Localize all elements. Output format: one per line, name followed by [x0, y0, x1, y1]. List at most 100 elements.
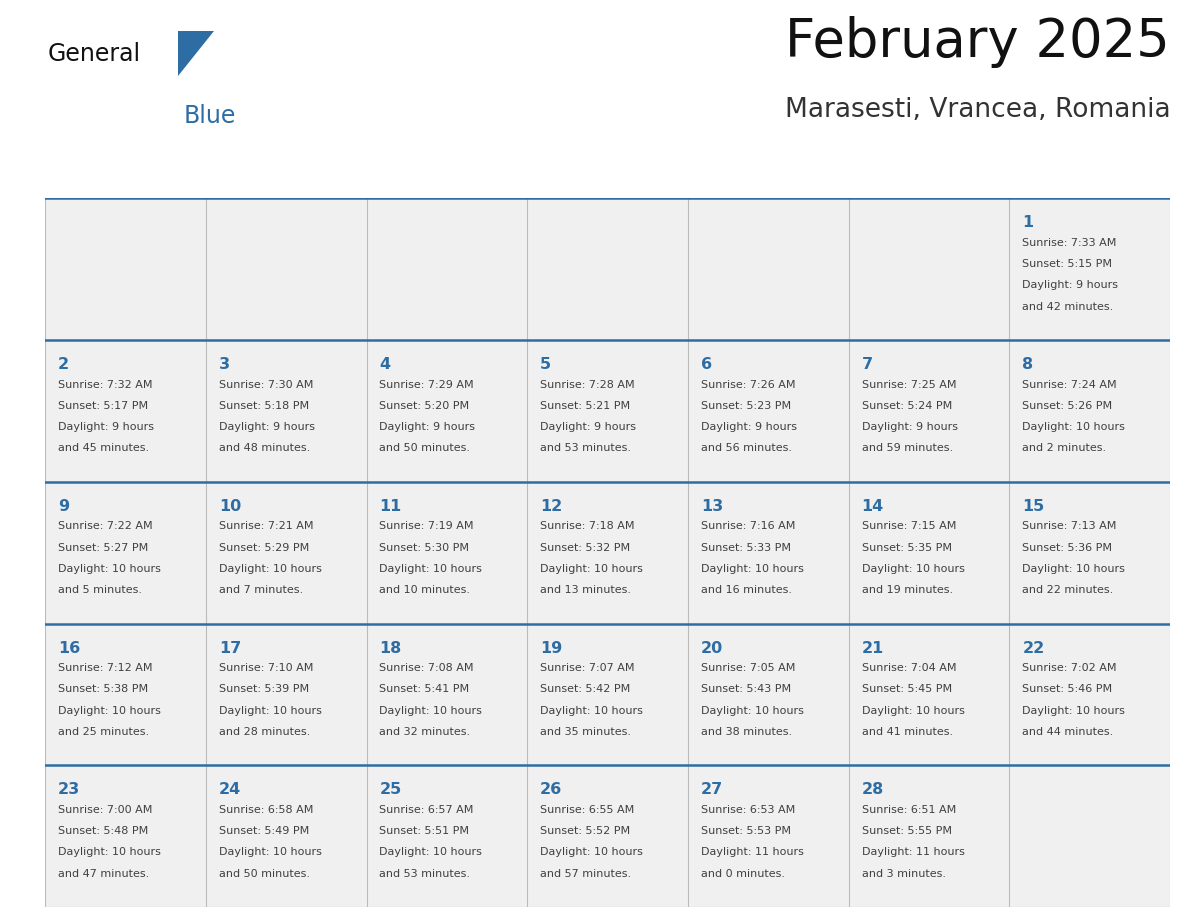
Text: and 53 minutes.: and 53 minutes. — [379, 868, 470, 879]
Text: Sunrise: 7:00 AM: Sunrise: 7:00 AM — [58, 805, 152, 815]
Bar — [367, 766, 527, 907]
Bar — [206, 766, 367, 907]
Bar — [206, 623, 367, 766]
Text: Sunrise: 7:10 AM: Sunrise: 7:10 AM — [219, 663, 314, 673]
Text: 20: 20 — [701, 641, 723, 655]
Bar — [527, 198, 688, 340]
Text: Sunrise: 7:19 AM: Sunrise: 7:19 AM — [379, 521, 474, 532]
Text: Sunset: 5:38 PM: Sunset: 5:38 PM — [58, 685, 148, 694]
Bar — [527, 340, 688, 482]
Text: 9: 9 — [58, 498, 69, 514]
Bar — [367, 198, 527, 340]
Text: and 42 minutes.: and 42 minutes. — [1023, 302, 1113, 312]
Text: and 41 minutes.: and 41 minutes. — [861, 727, 953, 737]
Text: Daylight: 10 hours: Daylight: 10 hours — [219, 564, 322, 574]
Bar — [1010, 340, 1170, 482]
Text: Daylight: 10 hours: Daylight: 10 hours — [58, 847, 160, 857]
Text: Sunrise: 7:21 AM: Sunrise: 7:21 AM — [219, 521, 314, 532]
Text: Sunrise: 7:13 AM: Sunrise: 7:13 AM — [1023, 521, 1117, 532]
Text: Sunset: 5:36 PM: Sunset: 5:36 PM — [1023, 543, 1112, 553]
Text: Sunrise: 6:53 AM: Sunrise: 6:53 AM — [701, 805, 795, 815]
Text: Blue: Blue — [183, 105, 236, 129]
Text: Daylight: 10 hours: Daylight: 10 hours — [58, 564, 160, 574]
Text: Sunset: 5:45 PM: Sunset: 5:45 PM — [861, 685, 952, 694]
Text: and 45 minutes.: and 45 minutes. — [58, 443, 150, 453]
Text: and 19 minutes.: and 19 minutes. — [861, 586, 953, 595]
Text: Sunrise: 7:04 AM: Sunrise: 7:04 AM — [861, 663, 956, 673]
Text: Sunrise: 7:26 AM: Sunrise: 7:26 AM — [701, 380, 796, 390]
Text: and 44 minutes.: and 44 minutes. — [1023, 727, 1113, 737]
Text: Sunset: 5:30 PM: Sunset: 5:30 PM — [379, 543, 469, 553]
Text: Sunrise: 7:22 AM: Sunrise: 7:22 AM — [58, 521, 152, 532]
Bar — [688, 766, 848, 907]
Text: Sunset: 5:43 PM: Sunset: 5:43 PM — [701, 685, 791, 694]
Bar — [45, 482, 206, 623]
Bar — [45, 340, 206, 482]
Text: 11: 11 — [379, 498, 402, 514]
Text: Sunrise: 7:33 AM: Sunrise: 7:33 AM — [1023, 238, 1117, 248]
Text: Daylight: 10 hours: Daylight: 10 hours — [219, 706, 322, 716]
Text: General: General — [48, 42, 140, 66]
Text: Sunrise: 7:25 AM: Sunrise: 7:25 AM — [861, 380, 956, 390]
Bar — [688, 623, 848, 766]
Text: 26: 26 — [541, 782, 562, 797]
Text: Sunset: 5:51 PM: Sunset: 5:51 PM — [379, 826, 469, 836]
Bar — [45, 766, 206, 907]
Bar — [848, 482, 1010, 623]
Text: and 53 minutes.: and 53 minutes. — [541, 443, 631, 453]
Text: and 32 minutes.: and 32 minutes. — [379, 727, 470, 737]
Text: Daylight: 10 hours: Daylight: 10 hours — [701, 564, 804, 574]
Text: Daylight: 10 hours: Daylight: 10 hours — [1023, 706, 1125, 716]
Text: Daylight: 10 hours: Daylight: 10 hours — [701, 706, 804, 716]
Text: 3: 3 — [219, 357, 229, 372]
Bar — [848, 340, 1010, 482]
Bar — [1010, 198, 1170, 340]
Text: and 47 minutes.: and 47 minutes. — [58, 868, 150, 879]
Text: Sunrise: 7:05 AM: Sunrise: 7:05 AM — [701, 663, 795, 673]
Bar — [848, 766, 1010, 907]
Text: Sunset: 5:35 PM: Sunset: 5:35 PM — [861, 543, 952, 553]
Text: and 59 minutes.: and 59 minutes. — [861, 443, 953, 453]
Text: 28: 28 — [861, 782, 884, 797]
Text: Sunset: 5:52 PM: Sunset: 5:52 PM — [541, 826, 631, 836]
Text: 17: 17 — [219, 641, 241, 655]
Text: 15: 15 — [1023, 498, 1044, 514]
Text: Daylight: 10 hours: Daylight: 10 hours — [861, 564, 965, 574]
Text: Sunset: 5:29 PM: Sunset: 5:29 PM — [219, 543, 309, 553]
Text: 24: 24 — [219, 782, 241, 797]
Text: and 0 minutes.: and 0 minutes. — [701, 868, 785, 879]
Text: Daylight: 10 hours: Daylight: 10 hours — [861, 706, 965, 716]
Text: and 7 minutes.: and 7 minutes. — [219, 586, 303, 595]
Text: Sunset: 5:53 PM: Sunset: 5:53 PM — [701, 826, 791, 836]
Text: Daylight: 10 hours: Daylight: 10 hours — [541, 564, 643, 574]
Text: Daylight: 10 hours: Daylight: 10 hours — [541, 706, 643, 716]
Text: Sunset: 5:21 PM: Sunset: 5:21 PM — [541, 401, 631, 411]
Bar — [848, 623, 1010, 766]
Text: and 56 minutes.: and 56 minutes. — [701, 443, 792, 453]
Text: Sunset: 5:42 PM: Sunset: 5:42 PM — [541, 685, 631, 694]
Text: Sunset: 5:41 PM: Sunset: 5:41 PM — [379, 685, 469, 694]
Text: Sunset: 5:32 PM: Sunset: 5:32 PM — [541, 543, 631, 553]
Text: Sunrise: 7:32 AM: Sunrise: 7:32 AM — [58, 380, 152, 390]
Text: 12: 12 — [541, 498, 562, 514]
Text: Sunset: 5:27 PM: Sunset: 5:27 PM — [58, 543, 148, 553]
Text: 16: 16 — [58, 641, 81, 655]
Text: Sunday: Sunday — [59, 170, 129, 188]
Bar — [367, 340, 527, 482]
Bar — [527, 623, 688, 766]
Text: Daylight: 10 hours: Daylight: 10 hours — [1023, 422, 1125, 432]
Text: Marasesti, Vrancea, Romania: Marasesti, Vrancea, Romania — [784, 97, 1170, 123]
Bar — [527, 766, 688, 907]
Text: Daylight: 9 hours: Daylight: 9 hours — [1023, 281, 1118, 290]
Bar — [1010, 623, 1170, 766]
Text: Sunrise: 7:29 AM: Sunrise: 7:29 AM — [379, 380, 474, 390]
Text: Sunset: 5:55 PM: Sunset: 5:55 PM — [861, 826, 952, 836]
Text: Saturday: Saturday — [1024, 170, 1108, 188]
Bar — [206, 482, 367, 623]
Text: Daylight: 10 hours: Daylight: 10 hours — [379, 847, 482, 857]
Text: Sunrise: 7:30 AM: Sunrise: 7:30 AM — [219, 380, 314, 390]
Bar — [1010, 766, 1170, 907]
Text: February 2025: February 2025 — [785, 16, 1170, 68]
Text: and 3 minutes.: and 3 minutes. — [861, 868, 946, 879]
Text: 10: 10 — [219, 498, 241, 514]
